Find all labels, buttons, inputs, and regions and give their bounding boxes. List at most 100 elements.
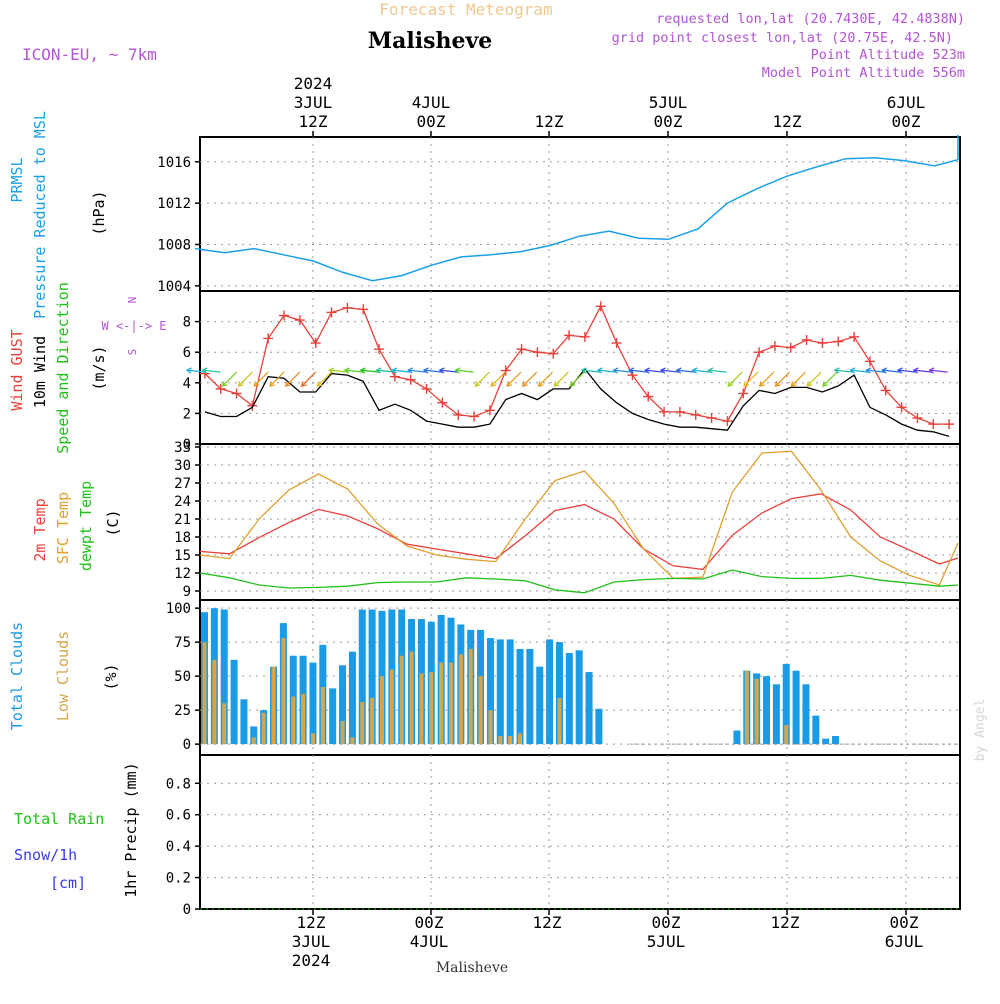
time-label-bottom: 00Z — [415, 913, 444, 932]
total-cloud-bar — [536, 666, 544, 745]
total-cloud-bar — [782, 663, 790, 745]
temp-label-dewpt: dewpt Temp — [77, 481, 95, 571]
wind-arrow-head — [221, 381, 228, 387]
wind-arrow-shaft — [423, 369, 443, 373]
low-cloud-bar — [518, 733, 523, 745]
time-label-bottom: 12Z — [771, 913, 800, 932]
compass-south: S — [126, 349, 139, 356]
wind-arrow-shaft — [439, 369, 458, 373]
y-tick-label: 100 — [166, 601, 191, 617]
wind-arrow-shaft — [376, 369, 395, 373]
low-cloud-bar — [340, 721, 345, 745]
total-cloud-bar — [763, 676, 771, 745]
temp-label-sfc: SFC Temp — [54, 492, 72, 564]
low-cloud-bar — [498, 735, 503, 745]
low-cloud-bar — [360, 701, 365, 745]
low-cloud-bar — [557, 697, 562, 745]
low-cloud-bar — [271, 666, 276, 745]
model-label: ICON-EU, ~ 7km — [22, 45, 157, 64]
legend-total-rain: Total Rain — [14, 810, 104, 828]
y-tick-label: 18 — [174, 530, 191, 546]
wind-arrow-head — [691, 367, 698, 374]
wind-arrow-head — [359, 367, 366, 374]
wind-arrow-head — [185, 367, 192, 374]
low-cloud-bar — [439, 662, 444, 745]
wind-arrow-head — [822, 381, 829, 387]
wind-arrow-shaft — [538, 371, 554, 387]
total-cloud-bar — [526, 648, 534, 745]
y-tick-label: 0 — [183, 902, 191, 918]
wind-arrow-head — [490, 381, 497, 387]
wind-arrow-head — [569, 381, 576, 387]
compass-west-east: W <-|-> E — [101, 319, 166, 333]
time-label-top: 2024 — [294, 74, 333, 93]
low-cloud-bar — [370, 697, 375, 745]
low-cloud-bar — [399, 655, 404, 745]
time-label-bottom: 3JUL — [292, 932, 331, 951]
total-cloud-bar — [309, 662, 317, 745]
low-cloud-bar — [488, 710, 493, 745]
wind-arrow-shaft — [186, 369, 206, 373]
wind-arrow-shaft — [253, 371, 269, 387]
wind-arrow-shaft — [237, 371, 253, 387]
wind-arrow-head — [727, 381, 734, 387]
wind-arrow-shaft — [759, 371, 775, 387]
pressure-label-msl: Pressure Reduced to MSL — [31, 111, 49, 319]
y-tick-label: 27 — [174, 476, 191, 492]
total-cloud-bar — [339, 665, 347, 745]
time-label-top: 12Z — [773, 112, 802, 131]
y-tick-label: 24 — [174, 494, 191, 510]
y-tick-label: 0 — [183, 737, 191, 753]
total-cloud-bar — [240, 699, 248, 745]
wind-label-speed-dir: Speed and Direction — [54, 282, 72, 454]
wind-arrow-shaft — [822, 371, 838, 387]
y-tick-label: 12 — [174, 566, 191, 582]
total-cloud-bar — [772, 684, 780, 745]
wind-arrow-head — [849, 367, 856, 374]
y-tick-label: 0.8 — [166, 776, 191, 792]
time-label-bottom: 00Z — [890, 913, 919, 932]
wind-arrow-shaft — [202, 369, 221, 373]
compass-north: N — [126, 297, 139, 304]
wind-arrow-head — [833, 367, 840, 374]
wind-arrow-head — [391, 367, 398, 374]
wind-arrow-shaft — [692, 369, 711, 373]
low-cloud-bar — [468, 648, 473, 745]
low-cloud-bar — [379, 676, 384, 745]
total-cloud-bar — [802, 684, 810, 745]
wind-arrow-head — [912, 367, 919, 374]
y-tick-label: 1004 — [157, 279, 191, 295]
legend-snow-unit: [cm] — [50, 874, 86, 892]
wind-arrow-head — [596, 367, 603, 374]
wind-arrow-head — [580, 367, 587, 374]
total-cloud-bar — [230, 659, 238, 745]
dewpt-line — [199, 569, 959, 594]
low-cloud-bar — [281, 638, 286, 745]
cloud-label-total: Total Clouds — [8, 622, 26, 730]
wind-arrow-shaft — [569, 371, 585, 387]
sfc-temp-line — [199, 450, 959, 586]
wind-arrow-head — [865, 367, 872, 374]
wind-arrow-shaft — [727, 371, 743, 387]
t2m-line — [199, 493, 959, 571]
panel-frame — [199, 290, 961, 445]
low-cloud-bar — [350, 737, 355, 745]
wind-arrow-shaft — [806, 371, 822, 387]
wind-arrow-shaft — [301, 371, 317, 387]
wind-arrow-shaft — [581, 369, 601, 373]
wind-arrow-head — [659, 367, 666, 374]
y-tick-label: 6 — [183, 345, 191, 361]
wind-arrow-head — [675, 367, 682, 374]
wind-arrow-head — [237, 381, 244, 387]
low-cloud-bar — [251, 737, 256, 745]
wind-arrow-shaft — [866, 369, 885, 373]
supertitle: Forecast Meteogram — [379, 0, 552, 19]
wind-arrow-head — [375, 367, 382, 374]
total-cloud-bar — [822, 738, 830, 745]
panel-frame — [199, 136, 961, 292]
temp-label-2m: 2m Temp — [31, 498, 49, 561]
wind-arrow-shaft — [929, 369, 948, 373]
y-tick-label: 75 — [174, 635, 191, 651]
total-cloud-bar — [575, 650, 583, 745]
